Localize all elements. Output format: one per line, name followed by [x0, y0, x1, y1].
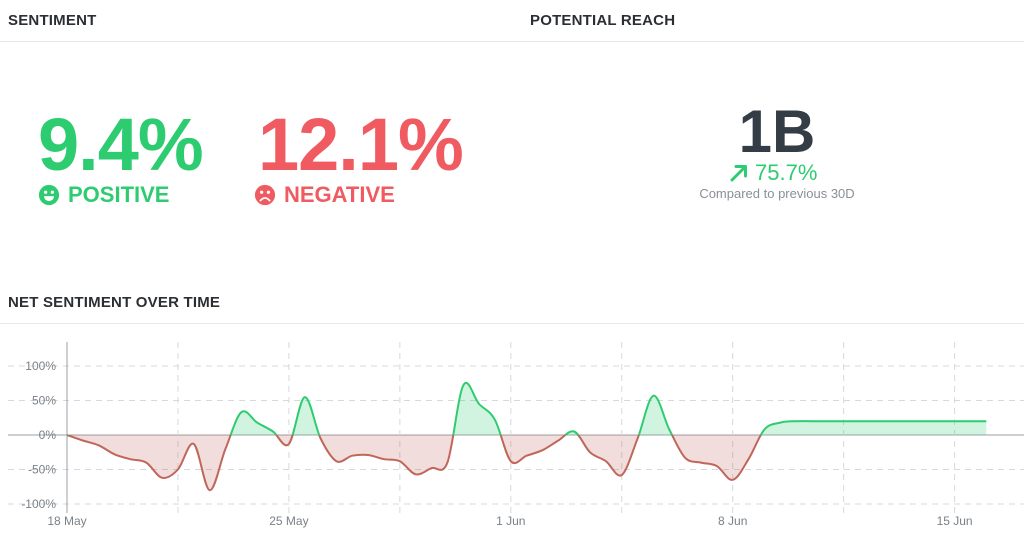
- y-tick-label: -50%: [28, 463, 56, 477]
- arrow-up-right-icon: [730, 165, 747, 182]
- x-tick-label: 15 Jun: [937, 514, 973, 528]
- header-divider: [0, 41, 1024, 42]
- net-sentiment-chart: 100% 50% 0% -50% -100% 18 May 25 May 1 Jun 8 Jun…: [8, 342, 1024, 528]
- chart-ticks: 100% 50% 0% -50% -100% 18 May 25 May 1 Jun 8 Jun…: [21, 359, 972, 528]
- reach-change-row: 75.7%: [729, 160, 817, 186]
- potential-reach-title: POTENTIAL REACH: [530, 12, 676, 29]
- chart-divider: [0, 323, 1024, 324]
- frown-icon: [254, 184, 276, 206]
- positive-value: 9.4%: [38, 103, 204, 186]
- sentiment-title: SENTIMENT: [8, 12, 97, 29]
- y-tick-label: -100%: [21, 497, 56, 511]
- negative-label: NEGATIVE: [284, 182, 395, 207]
- chart-areas: [67, 383, 987, 491]
- negative-area: [67, 435, 987, 491]
- x-tick-label: 8 Jun: [718, 514, 747, 528]
- reach-value: 1B: [738, 98, 816, 165]
- net-sentiment-title: NET SENTIMENT OVER TIME: [8, 294, 221, 311]
- x-tick-label: 18 May: [47, 514, 86, 528]
- reach-change-value: 75.7%: [755, 160, 818, 185]
- positive-line: [67, 382, 987, 435]
- y-tick-label: 0%: [39, 428, 57, 442]
- y-tick-label: 50%: [32, 394, 56, 408]
- chart-grid: [8, 342, 1024, 513]
- smile-icon: [38, 184, 60, 206]
- negative-value: 12.1%: [258, 103, 464, 186]
- negative-label-row: NEGATIVE: [254, 182, 395, 208]
- y-tick-label: 100%: [25, 359, 56, 373]
- chart-lines: [66, 382, 987, 492]
- negative-line: [66, 435, 762, 492]
- positive-label-row: POSITIVE: [38, 182, 169, 208]
- positive-label: POSITIVE: [68, 182, 170, 207]
- x-tick-label: 25 May: [269, 514, 308, 528]
- reach-comparison-text: Compared to previous 30D: [699, 186, 855, 201]
- x-tick-label: 1 Jun: [496, 514, 525, 528]
